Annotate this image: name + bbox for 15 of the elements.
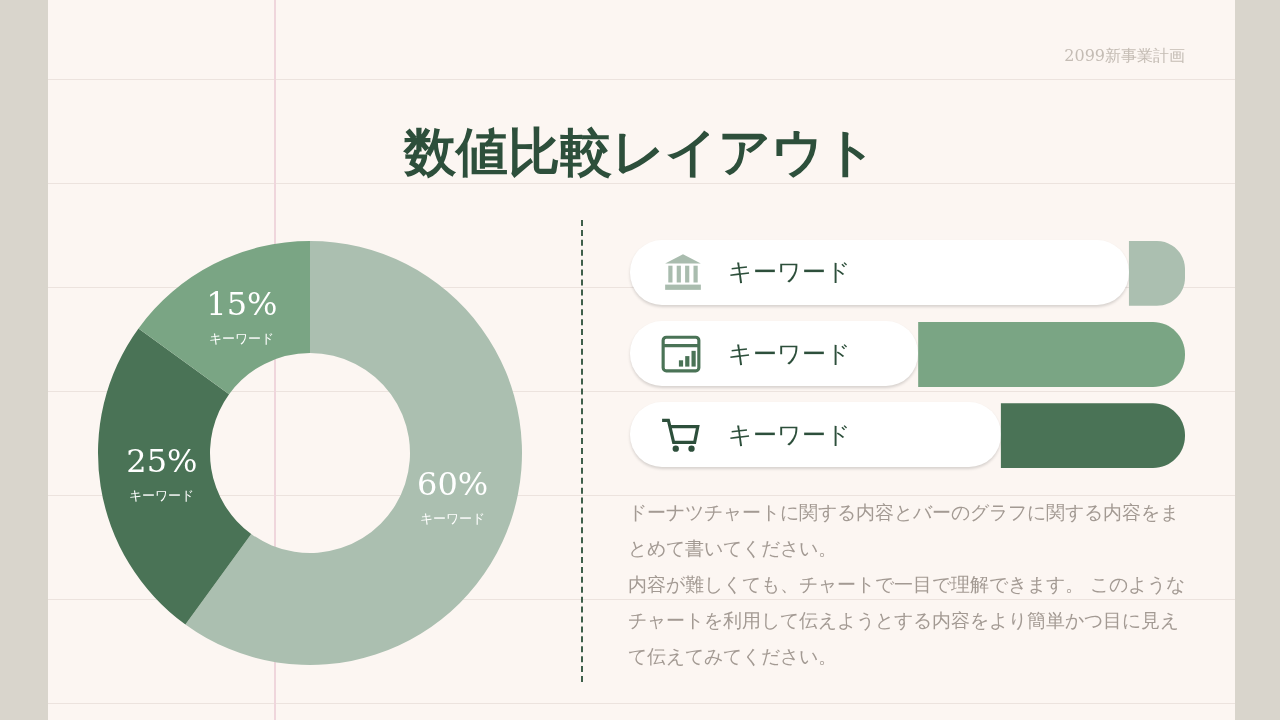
slice-label: キーワード — [129, 488, 195, 504]
data-label: 60% — [417, 465, 489, 504]
data-label: 15% — [206, 285, 278, 324]
y-tick-label: キーワード — [728, 258, 851, 287]
slice-label: キーワード — [209, 331, 275, 347]
donut-slice — [98, 328, 252, 625]
data-label: 25% — [126, 442, 198, 481]
donut-slice — [138, 241, 310, 395]
y-tick-label: キーワード — [728, 339, 851, 368]
text: 2099新事業計画 — [1064, 46, 1185, 67]
text: 内容が難しくても、チャートで一目で理解できます。 このようなチャートを利用して伝えようとする内容をより簡単かつ目に見えて伝えてみてください。 — [628, 572, 1187, 669]
y-tick-label: キーワード — [728, 420, 851, 449]
slice-label: キーワード — [420, 511, 486, 527]
text: 数値比較レイアウト — [402, 120, 878, 184]
text: ドーナツチャートに関する内容とバーのグラフに関する内容をまとめて書いてください。 — [628, 500, 1180, 561]
